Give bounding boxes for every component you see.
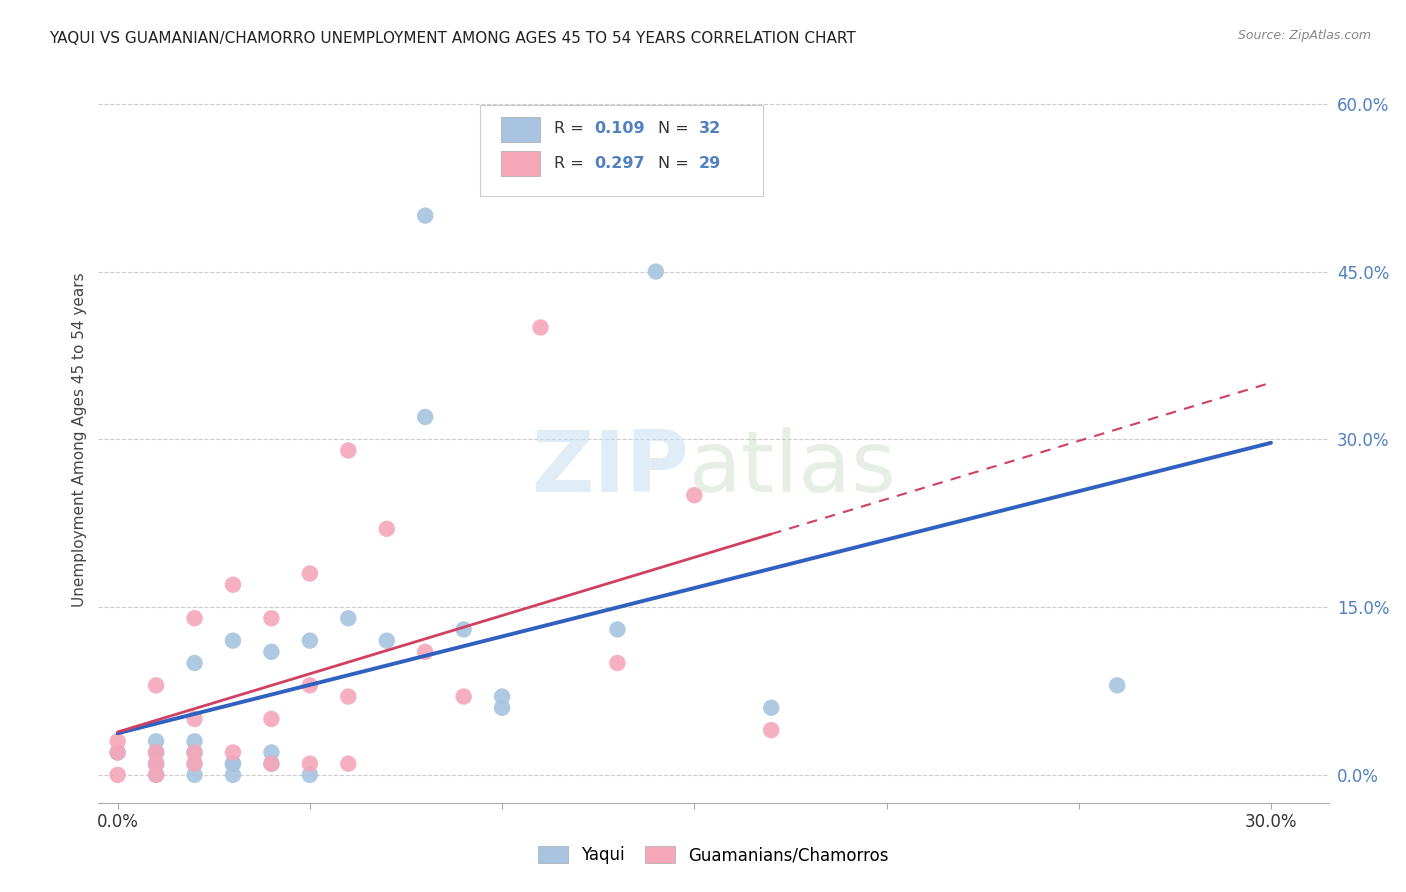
Point (145, 746, 167, 760)
Point (145, 746, 167, 760)
Text: 0.109: 0.109 (595, 121, 645, 136)
Point (761, 723, 783, 737)
Y-axis label: Unemployment Among Ages 45 to 54 years: Unemployment Among Ages 45 to 54 years (72, 272, 87, 607)
Point (337, 690, 360, 704)
Point (145, 768, 167, 782)
Point (183, 768, 205, 782)
Point (337, 756, 360, 771)
Text: 32: 32 (699, 121, 721, 136)
Point (145, 756, 167, 771)
Point (145, 734, 167, 748)
Point (222, 578, 245, 592)
Point (183, 712, 205, 726)
Point (107, 746, 129, 760)
Point (375, 633, 398, 648)
Point (107, 734, 129, 748)
Point (606, 656, 628, 670)
FancyBboxPatch shape (479, 105, 763, 195)
Point (222, 633, 245, 648)
Point (413, 209, 436, 223)
Point (145, 746, 167, 760)
Point (107, 768, 129, 782)
Point (529, 320, 551, 334)
Text: atlas: atlas (689, 427, 897, 510)
Point (298, 756, 321, 771)
Point (260, 645, 283, 659)
Point (298, 633, 321, 648)
Point (453, 623, 475, 637)
Text: R =: R = (554, 121, 589, 136)
Point (1107, 678, 1129, 692)
Text: ZIP: ZIP (531, 427, 689, 510)
FancyBboxPatch shape (501, 152, 540, 176)
Point (183, 734, 205, 748)
Point (644, 264, 666, 278)
Point (260, 712, 283, 726)
Point (453, 690, 475, 704)
Point (606, 623, 628, 637)
Point (183, 656, 205, 670)
Point (761, 700, 783, 714)
Point (260, 611, 283, 625)
Point (260, 746, 283, 760)
Point (413, 645, 436, 659)
Text: R =: R = (554, 155, 589, 170)
Legend: Yaqui, Guamanians/Chamorros: Yaqui, Guamanians/Chamorros (531, 839, 896, 871)
Point (183, 756, 205, 771)
Point (222, 768, 245, 782)
Point (145, 768, 167, 782)
Point (222, 756, 245, 771)
Point (375, 522, 398, 536)
Point (145, 678, 167, 692)
Point (491, 690, 513, 704)
Point (183, 746, 205, 760)
Point (337, 611, 360, 625)
Text: N =: N = (658, 155, 695, 170)
Point (183, 756, 205, 771)
Point (183, 611, 205, 625)
Point (183, 746, 205, 760)
Point (298, 678, 321, 692)
Point (491, 700, 513, 714)
Text: 0.297: 0.297 (595, 155, 645, 170)
Point (107, 746, 129, 760)
FancyBboxPatch shape (501, 117, 540, 142)
Point (683, 488, 706, 502)
Point (298, 768, 321, 782)
Point (145, 756, 167, 771)
Point (145, 756, 167, 771)
Text: 29: 29 (699, 155, 721, 170)
Point (222, 746, 245, 760)
Point (298, 566, 321, 581)
Text: N =: N = (658, 121, 695, 136)
Text: YAQUI VS GUAMANIAN/CHAMORRO UNEMPLOYMENT AMONG AGES 45 TO 54 YEARS CORRELATION C: YAQUI VS GUAMANIAN/CHAMORRO UNEMPLOYMENT… (49, 31, 856, 46)
Point (260, 756, 283, 771)
Point (413, 409, 436, 424)
Text: Source: ZipAtlas.com: Source: ZipAtlas.com (1237, 29, 1371, 42)
Point (337, 443, 360, 458)
Point (222, 756, 245, 771)
Point (260, 756, 283, 771)
